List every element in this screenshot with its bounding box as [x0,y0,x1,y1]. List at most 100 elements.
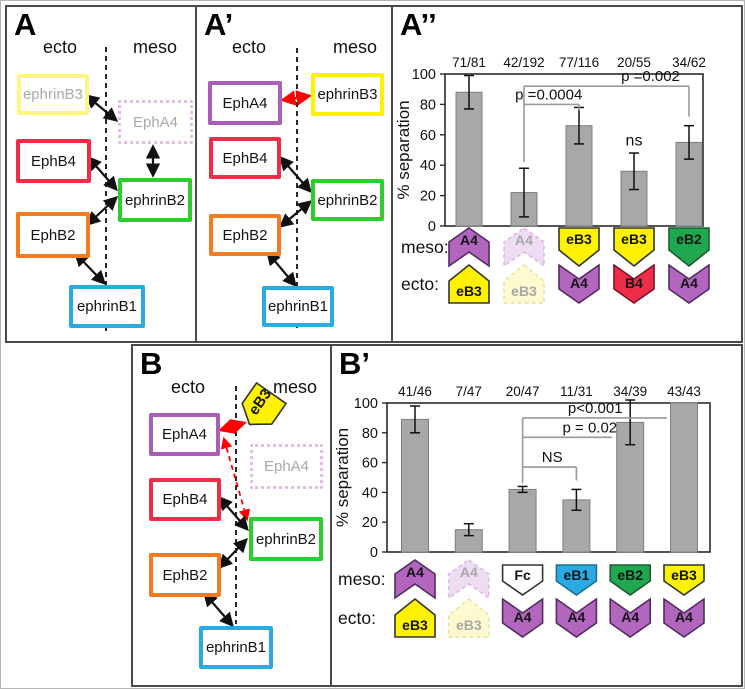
ecto-marker-eB3: eB3 [448,598,490,638]
ecto-marker-eB3: eB3 [503,264,545,304]
marker-label: A4 [570,275,588,291]
marker-label: A4 [406,564,424,580]
marker-label: A4 [680,275,698,291]
arrow-EphB2-ephrinB2 [278,200,313,228]
marker-label: Fc [514,567,531,583]
chevron-down-shape [668,263,710,304]
y-tick-label: 40 [420,158,436,174]
marker-label: eB3 [402,617,428,633]
bar [508,488,537,553]
marker-label: eB3 [456,283,482,299]
meso-marker-Fc: Fc [501,564,544,596]
ecto-marker-A4: A4 [663,597,705,638]
house-up-shape [394,597,436,638]
panel-b-label: B [140,346,163,381]
meso-marker-A4: A4 [394,559,436,600]
marker-label: eB2 [676,231,702,247]
arrow-EphA4-eB3-red [218,418,247,435]
marker-label: A4 [621,609,639,625]
marker-label: eB3 [456,617,482,633]
count-label: 11/31 [560,384,593,399]
arrow-ephrinB3-EphA4 [84,94,119,122]
node-EphA4-faded: EphA4 [250,444,323,489]
panel-a-prime-label: A’ [204,7,234,42]
meso-marker-eB3: eB3 [663,564,705,596]
count-label: 34/62 [672,55,706,70]
bar [670,402,698,553]
house-up-shape [503,264,545,304]
count-label: 20/47 [506,384,540,399]
significance-text: ns [626,132,643,149]
house-up-shape [448,263,490,304]
y-tick-label: 80 [420,97,436,113]
chevron-up-shape [394,559,436,600]
node-ephrinB1: ephrinB1 [199,626,273,669]
chevron-down-shape [558,263,600,304]
node-EphA4: EphA4 [208,81,282,125]
meso-marker-A4: A4 [503,227,545,268]
pent-down-sm-shape [501,564,544,596]
node-EphB2: EphB2 [149,553,221,597]
marker-label: eB3 [511,283,537,299]
node-ephrinB2: ephrinB2 [118,178,192,222]
ecto-marker-A4: A4 [501,597,544,638]
ecto-marker-B4: B4 [613,263,655,304]
arrow-EphB4-ephrinB2 [218,495,249,532]
y-tick-label: 100 [354,396,378,412]
panel-a-doubleprime-label: A’’ [400,7,437,42]
arrow-EphB2-ephrinB2 [218,537,248,570]
p-value-label: p =0.0004 [515,86,582,103]
ecto-marker-A4: A4 [555,597,598,638]
ecto-marker-eB3: eB3 [448,263,490,304]
node-EphB4: EphB4 [209,137,281,179]
p-value-label: p =0.002 [621,68,680,85]
panel-b: B ecto meso eB3 EphA4 EphA4 EphB4 ephrin… [131,344,332,687]
count-label: 7/47 [456,384,482,399]
marker-label: A4 [567,609,585,625]
chevron-down-shape [501,597,544,638]
panel-a: A ecto meso ephrinB3 EphA4 EphB4 ephrinB… [5,5,197,343]
ecto-marker-eB3: eB3 [394,597,436,638]
y-tick-label: 60 [362,456,378,472]
chevron-up-shape [448,227,490,268]
pent-down-sm-shape [663,564,705,596]
arrow-EphA4-ephrinB3-red [279,90,313,106]
meso-column-label: meso [132,37,178,57]
node-EphA4-faded: EphA4 [118,100,193,144]
y-tick-label: 80 [362,426,378,442]
meso-column-label: meso [272,377,318,397]
ecto-column-label: ecto [170,377,206,397]
ecto-row-label: ecto: [401,274,439,294]
p-value-label: p = 0.02 [563,419,618,436]
house-up-shape [448,598,490,638]
bar [401,418,429,553]
panel-a-prime: A’ ecto meso EphA4 ephrinB3 EphB4 ephrin… [195,5,393,343]
marker-label: A4 [460,564,478,580]
arrow-EphB4-ephrinB2 [87,155,118,192]
pent-down-sm-shape [555,564,598,596]
marker-label: B4 [625,275,643,291]
count-label: 77/116 [559,55,599,70]
marker-label: A4 [514,609,532,625]
marker-label: eB1 [564,567,590,583]
node-EphB2: EphB2 [16,212,90,258]
node-ephrinB1: ephrinB1 [262,286,334,327]
node-ephrinB2: ephrinB2 [249,517,323,561]
chevron-down-shape [555,597,598,638]
count-label: 43/43 [667,384,701,399]
node-ephrinB3: ephrinB3 [311,73,384,116]
p-value-label: NS [542,449,563,466]
arrow-EphA4-ephrinB2-red-dashed [220,436,251,522]
ecto-marker-A4: A4 [558,263,600,304]
meso-column-label: meso [332,37,378,57]
marker-label: eB3 [566,231,592,247]
ecto-marker-A4: A4 [668,263,710,304]
marker-label: A4 [460,232,478,248]
pent-down-shape [613,227,655,268]
marker-label: eB2 [617,567,643,583]
y-axis-title: % separation [333,428,352,527]
chevron-up-shape [448,559,490,600]
y-tick-label: 20 [362,515,378,531]
p-value-label: p<0.001 [568,400,623,417]
node-EphA4: EphA4 [149,413,220,456]
